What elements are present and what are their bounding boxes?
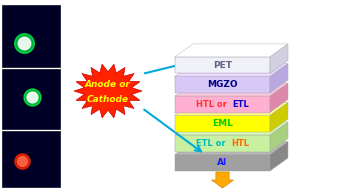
Polygon shape	[175, 64, 288, 76]
FancyBboxPatch shape	[175, 135, 270, 152]
Point	[19, 160, 25, 163]
Text: HTL: HTL	[231, 139, 249, 148]
Text: ETL or: ETL or	[196, 139, 229, 148]
FancyBboxPatch shape	[2, 5, 60, 67]
FancyBboxPatch shape	[175, 115, 270, 132]
Point	[21, 42, 27, 45]
Text: PET: PET	[213, 61, 232, 70]
Text: Cathode: Cathode	[87, 95, 129, 105]
Text: Anode or: Anode or	[85, 81, 131, 90]
Polygon shape	[175, 44, 288, 57]
Polygon shape	[175, 83, 288, 96]
Polygon shape	[270, 102, 288, 132]
Polygon shape	[74, 64, 142, 118]
Polygon shape	[270, 44, 288, 74]
FancyBboxPatch shape	[175, 96, 270, 112]
Text: Al: Al	[217, 158, 228, 167]
Polygon shape	[175, 141, 288, 154]
Text: HTL or: HTL or	[196, 100, 229, 109]
FancyBboxPatch shape	[2, 69, 60, 129]
Point	[21, 42, 27, 45]
Point	[19, 160, 25, 163]
Polygon shape	[270, 64, 288, 93]
FancyBboxPatch shape	[2, 131, 60, 187]
Text: ETL: ETL	[232, 100, 249, 109]
FancyBboxPatch shape	[175, 154, 270, 171]
FancyBboxPatch shape	[2, 69, 60, 129]
FancyBboxPatch shape	[2, 131, 60, 187]
Polygon shape	[175, 102, 288, 115]
Polygon shape	[175, 122, 288, 135]
Polygon shape	[211, 172, 234, 188]
Text: EML: EML	[212, 119, 233, 128]
Polygon shape	[270, 141, 288, 171]
Point	[29, 95, 35, 98]
FancyBboxPatch shape	[175, 57, 270, 74]
Polygon shape	[270, 122, 288, 152]
Point	[29, 95, 35, 98]
Polygon shape	[270, 83, 288, 112]
Text: MGZO: MGZO	[207, 80, 238, 89]
FancyBboxPatch shape	[175, 76, 270, 93]
FancyBboxPatch shape	[2, 5, 60, 67]
